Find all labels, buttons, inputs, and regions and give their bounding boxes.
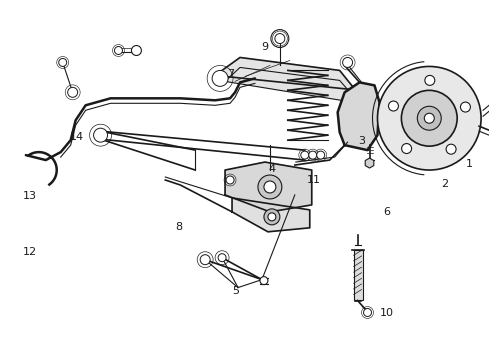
Circle shape [402,144,412,153]
Text: 9: 9 [261,42,268,52]
Text: 6: 6 [383,207,390,217]
Polygon shape [338,82,379,150]
Circle shape [389,101,398,111]
Circle shape [94,128,107,142]
Text: 8: 8 [175,222,183,231]
Text: 5: 5 [232,286,239,296]
Circle shape [212,71,228,86]
Circle shape [115,46,122,54]
Circle shape [226,176,234,184]
Circle shape [200,255,210,265]
Circle shape [68,87,77,97]
Polygon shape [232,198,310,232]
Circle shape [59,58,67,67]
Circle shape [275,33,285,44]
Text: 4: 4 [269,164,275,174]
Circle shape [317,151,325,159]
Text: 3: 3 [359,136,366,145]
Circle shape [258,175,282,199]
Bar [354,250,363,300]
Circle shape [264,181,276,193]
Polygon shape [215,58,365,101]
Circle shape [260,276,268,285]
Text: 7: 7 [227,69,234,79]
Circle shape [264,209,280,225]
Text: 1: 1 [466,159,473,169]
Circle shape [364,309,371,316]
Text: 10: 10 [380,308,393,318]
Text: 13: 13 [23,191,37,201]
Circle shape [401,90,457,146]
Text: 14: 14 [70,132,84,142]
Circle shape [417,106,441,130]
Circle shape [377,67,481,170]
Circle shape [424,113,434,123]
Circle shape [301,151,309,159]
Text: 12: 12 [23,247,37,257]
Circle shape [309,151,317,159]
Polygon shape [225,162,312,212]
Text: 11: 11 [306,175,320,185]
Circle shape [268,213,276,221]
Circle shape [446,144,456,154]
Circle shape [461,102,470,112]
Circle shape [425,75,435,85]
Text: 2: 2 [441,179,449,189]
Circle shape [218,254,226,262]
Polygon shape [225,67,360,103]
Circle shape [131,45,142,55]
Circle shape [343,58,353,67]
